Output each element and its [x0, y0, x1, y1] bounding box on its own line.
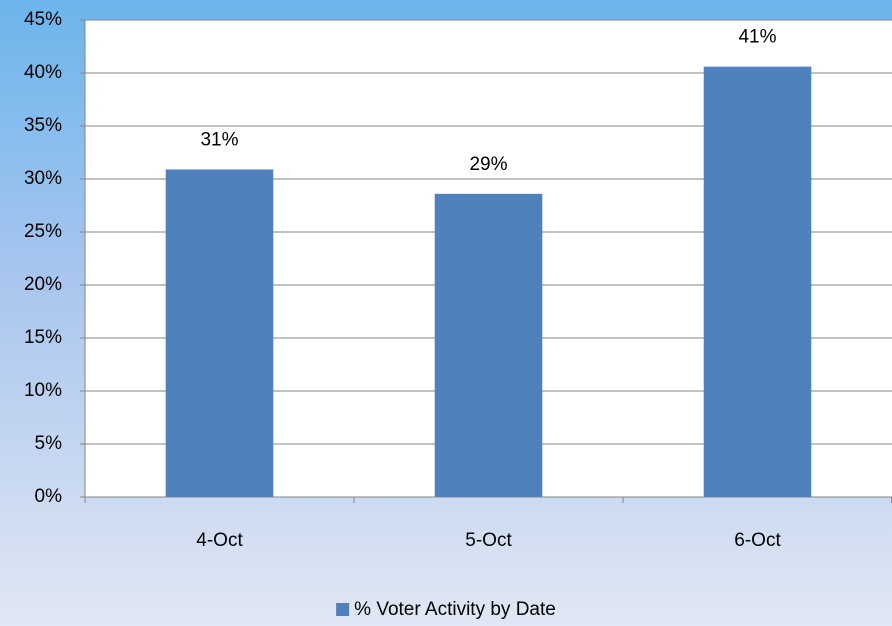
- x-tick-label: 6-Oct: [734, 530, 781, 551]
- bar: [703, 66, 812, 497]
- legend-swatch: [336, 603, 350, 616]
- y-tick-label: 45%: [24, 9, 62, 30]
- data-label: 29%: [469, 154, 507, 175]
- y-tick-label: 5%: [35, 433, 63, 454]
- bar: [165, 169, 274, 497]
- data-label: 41%: [738, 27, 776, 48]
- x-tick-label: 4-Oct: [196, 530, 243, 551]
- y-tick-label: 15%: [24, 327, 62, 348]
- y-tick-label: 20%: [24, 274, 62, 295]
- y-tick-label: 0%: [35, 486, 63, 507]
- y-tick-label: 30%: [24, 168, 62, 189]
- y-tick-label: 25%: [24, 221, 62, 242]
- y-tick-label: 35%: [24, 115, 62, 136]
- x-tick-label: 5-Oct: [465, 530, 512, 551]
- y-tick-label: 40%: [24, 62, 62, 83]
- y-tick-label: 10%: [24, 380, 62, 401]
- legend-label: % Voter Activity by Date: [354, 599, 556, 620]
- bar: [434, 193, 543, 497]
- data-label: 31%: [200, 129, 238, 150]
